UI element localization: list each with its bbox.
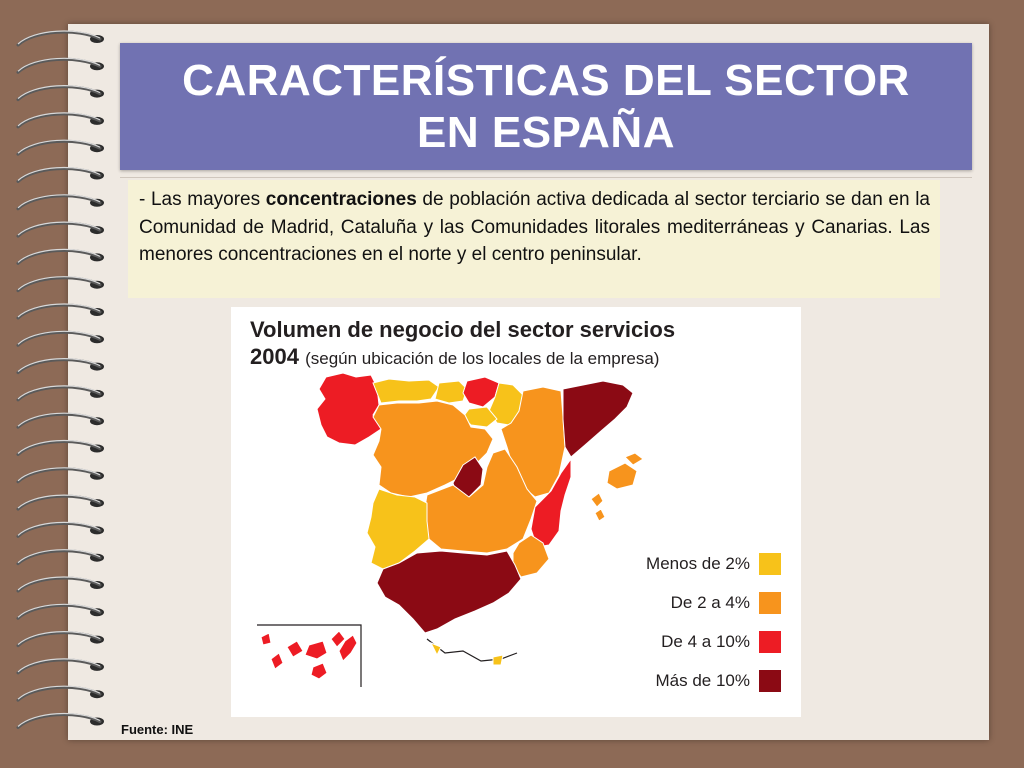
canarias-frame (257, 624, 362, 687)
legend-item: Más de 10% (621, 661, 781, 700)
binding-ring (16, 603, 104, 620)
binding-ring (16, 30, 104, 47)
binding-ring (16, 658, 104, 675)
binding-ring (16, 330, 104, 347)
title-line-2: EN ESPAÑA (417, 107, 675, 157)
binding-ring (16, 57, 104, 74)
region-galicia (316, 372, 382, 446)
binding-ring (16, 549, 104, 566)
text-bold-term: concentraciones (265, 189, 417, 210)
spiral-binding (16, 30, 104, 729)
binding-ring (16, 712, 104, 729)
spain-map (257, 372, 644, 687)
text-body: de población activa dedicada al sector t… (139, 189, 930, 265)
legend-label: Menos de 2% (646, 553, 750, 573)
text-intro: - Las mayores (139, 189, 266, 210)
binding-ring (16, 439, 104, 456)
slide-title: CARACTERÍSTICAS DEL SECTOR EN ESPAÑA (120, 43, 972, 170)
binding-ring (16, 412, 104, 429)
map-title-sub: (según ubicación de los locales de la em… (305, 349, 660, 368)
title-line-1: CARACTERÍSTICAS DEL SECTOR (182, 55, 910, 105)
map-title-year: 2004 (250, 344, 299, 369)
legend-swatch (759, 669, 781, 692)
binding-ring (16, 166, 104, 183)
map-title: Volumen de negocio del sector servicios … (250, 316, 675, 372)
legend-label: De 4 a 10% (661, 631, 750, 651)
binding-ring (16, 685, 104, 702)
source-note: Fuente: INE (121, 722, 194, 737)
binding-ring (16, 385, 104, 402)
binding-ring (16, 467, 104, 484)
map-title-line-1: Volumen de negocio del sector servicios (250, 317, 676, 342)
region-murcia (512, 534, 550, 578)
region-pais-vasco (462, 376, 500, 408)
africa-coast (426, 638, 518, 662)
binding-ring (16, 139, 104, 156)
binding-ring (16, 276, 104, 293)
divider (120, 177, 972, 178)
map-legend: Menos de 2% De 2 a 4% De 4 a 10% Más de … (621, 544, 781, 700)
binding-ring (16, 303, 104, 320)
binding-ring (16, 631, 104, 648)
legend-item: De 4 a 10% (621, 622, 781, 661)
binding-ring (16, 358, 104, 375)
region-cantabria (434, 380, 468, 404)
binding-ring (16, 194, 104, 211)
map-title-line-2: 2004 (según ubicación de los locales de … (250, 343, 675, 372)
legend-swatch (759, 630, 781, 653)
legend-item: Menos de 2% (621, 544, 781, 583)
region-valencia (530, 457, 572, 548)
region-baleares (590, 452, 644, 522)
region-asturias (372, 378, 440, 404)
region-castilla-la-mancha (422, 448, 538, 554)
region-ceuta-melilla (429, 642, 504, 666)
binding-ring (16, 576, 104, 593)
binding-ring (16, 521, 104, 538)
binding-ring (16, 494, 104, 511)
legend-swatch (759, 591, 781, 614)
description-text: - Las mayores concentraciones de poblaci… (128, 180, 940, 298)
legend-label: Más de 10% (655, 670, 751, 690)
region-cataluna (562, 380, 634, 458)
legend-label: De 2 a 4% (670, 592, 750, 612)
legend-swatch (759, 552, 781, 575)
binding-ring (16, 248, 104, 265)
binding-ring (16, 85, 104, 102)
map-panel: Volumen de negocio del sector servicios … (231, 307, 801, 717)
binding-ring (16, 112, 104, 129)
region-canarias (260, 630, 358, 680)
legend-item: De 2 a 4% (621, 583, 781, 622)
binding-ring (16, 221, 104, 238)
region-andalucia (376, 550, 522, 634)
